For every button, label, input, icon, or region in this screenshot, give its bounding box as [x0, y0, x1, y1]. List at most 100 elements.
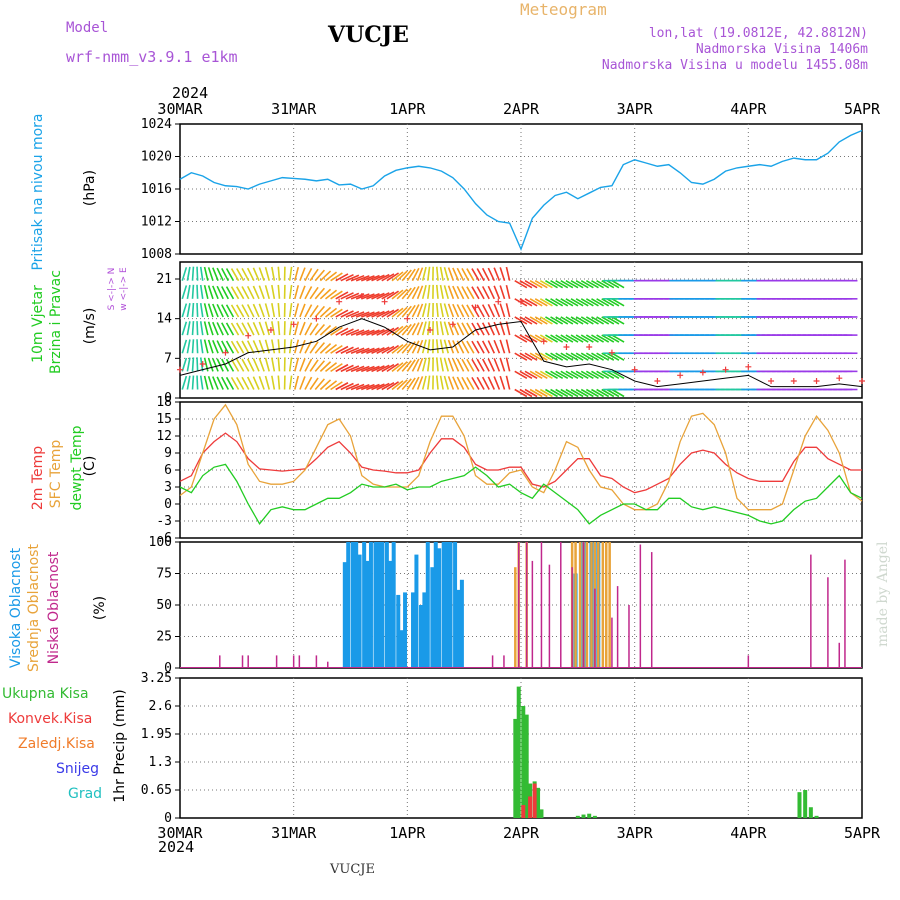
cloud-high-bar — [448, 542, 453, 668]
wind-arrow — [555, 352, 569, 361]
wind-arrow — [499, 339, 506, 354]
wind-arrow — [611, 352, 625, 361]
wind-arrow — [294, 321, 300, 336]
wind-arrow — [466, 358, 475, 372]
wind-arrow — [524, 316, 538, 325]
wind-arrow — [207, 375, 214, 390]
wind-arrow — [606, 280, 620, 289]
temp-2m-line — [179, 432, 862, 494]
wind-arrow — [416, 339, 424, 354]
wind-arrow — [299, 321, 306, 336]
wind-arrow — [294, 375, 300, 390]
wind-arrow — [366, 293, 380, 300]
wind-arrow — [216, 267, 224, 282]
wind-arrow — [271, 266, 276, 281]
wind-arrow — [601, 280, 615, 289]
wind-arrow — [236, 286, 245, 300]
wind-arrow — [203, 339, 209, 354]
wind-arrow — [461, 322, 470, 336]
wind-arrow — [345, 292, 360, 300]
wind-arrow — [426, 321, 431, 336]
wind-arrow — [493, 303, 501, 318]
wind-arrow — [461, 340, 470, 354]
wind-arrow — [288, 266, 293, 281]
wind-arrow — [319, 379, 332, 391]
wind-gust-mark — [336, 298, 343, 305]
cloud-mid-bar — [597, 542, 600, 668]
wind-arrow — [505, 285, 511, 300]
elevation-label: Nadmorska Visina 1406m — [695, 42, 868, 57]
cloud-high-bar — [441, 542, 446, 668]
wind-gust-mark — [836, 375, 843, 382]
wind-arrow — [550, 370, 564, 380]
wind-arrow — [288, 357, 293, 372]
wind-arrow — [299, 303, 306, 318]
wind-arrow — [221, 286, 230, 300]
x-tick-label-top: 4APR — [730, 100, 767, 118]
wind-arrow — [207, 285, 214, 300]
wind-arrow — [350, 274, 365, 282]
wind-arrow — [391, 307, 404, 318]
wind-arrow — [524, 280, 538, 289]
wind-arrow — [421, 321, 427, 336]
wind-arrow — [366, 383, 380, 391]
wind-arrow — [216, 376, 224, 390]
wind-arrow — [381, 381, 395, 391]
wind-arrow — [335, 382, 349, 391]
wind-arrow — [304, 376, 313, 390]
wind-arrow — [371, 365, 385, 373]
wind-arrow — [225, 340, 235, 354]
wind-arrow — [186, 339, 191, 354]
wind-arrow — [319, 288, 332, 300]
legend-conv-rain: Konvek.Kisa — [8, 711, 93, 727]
wind-arrow — [606, 334, 620, 343]
wind-arrow — [381, 309, 395, 318]
wind-arrow — [264, 321, 270, 336]
wind-arrow — [416, 267, 424, 281]
cloud-high-bar — [411, 592, 416, 668]
wind-arrow — [435, 339, 439, 354]
wind-arrow — [345, 347, 360, 354]
wind-arrow — [241, 376, 250, 390]
wind-arrow — [391, 343, 404, 354]
wind-arrow — [585, 334, 599, 343]
wind-arrow — [246, 376, 255, 390]
wind-arrow — [203, 303, 209, 318]
wind-arrow — [391, 380, 404, 391]
lonlat-label: lon,lat (19.0812E, 42.8812N) — [648, 26, 868, 41]
y-tick-label-cloud: 50 — [156, 598, 172, 613]
wind-arrow — [545, 352, 558, 361]
wind-arrow — [499, 303, 506, 318]
wind-arrow — [330, 290, 343, 300]
wind-arrow — [447, 285, 455, 300]
wind-arrow — [330, 344, 343, 354]
wind-arrow — [416, 321, 424, 336]
cloud-high-bar — [453, 542, 458, 668]
wind-arrow — [361, 275, 375, 282]
cloud-low-bar — [531, 560, 534, 668]
wind-arrow — [355, 329, 370, 336]
x-tick-label-bottom: 3APR — [617, 824, 654, 842]
wind-arrow — [216, 340, 224, 354]
wind-arrow — [207, 303, 214, 318]
cloud-low-bar — [844, 559, 846, 668]
wind-gust-mark — [813, 378, 820, 384]
wind-arrow — [199, 266, 204, 281]
wind-arrow — [487, 340, 496, 354]
wind-arrow — [196, 266, 199, 281]
wind-arrow — [570, 370, 584, 380]
wind-arrow — [314, 342, 326, 354]
wind-arrow — [371, 347, 385, 354]
wind-arrow — [319, 343, 332, 354]
wind-gust-mark — [768, 378, 775, 384]
precip-conv-bar — [528, 796, 533, 818]
precip-total-bar — [575, 815, 580, 818]
cloud-high-bar — [437, 548, 442, 668]
wind-arrow — [570, 334, 584, 343]
wind-arrow — [203, 321, 209, 336]
year-bottom: 2024 — [158, 838, 195, 856]
wind-arrow — [476, 358, 485, 372]
wind-arrow — [611, 316, 625, 325]
wind-arrow — [560, 334, 574, 343]
wind-arrow — [529, 352, 543, 361]
